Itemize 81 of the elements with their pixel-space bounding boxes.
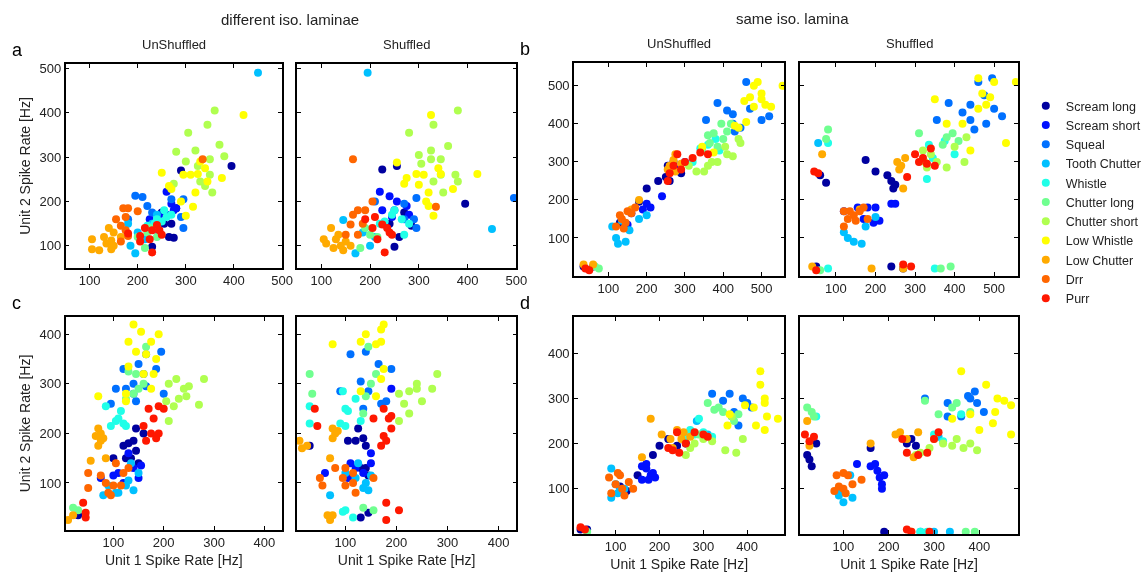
y-tick-label: 500 [547,78,570,94]
legend-label: Chutter short [1065,215,1139,229]
text: different iso. laminae [221,11,360,28]
x-tick-label: 300 [436,535,459,551]
x-tick-label: 100 [102,535,125,551]
x-tick-label: 400 [253,535,276,551]
legend-label: Low Whistle [1065,234,1134,249]
x-tick-label: 400 [712,281,735,297]
x-tick-label: 500 [271,273,293,289]
x-tick-label: 200 [877,539,900,555]
y-tick-label: 500 [39,60,62,76]
text: same iso. lamina [736,10,850,27]
x-tick-label: 500 [983,281,1005,297]
y-axis-title: Unit 2 Spike Rate [Hz] [16,97,33,235]
x-tick-label: 400 [736,539,759,555]
x-tick-label: 300 [692,539,715,555]
legend-label: Squeal [1065,138,1105,152]
x-tick-label: 400 [456,273,479,289]
y-tick-label: 400 [39,326,62,342]
legend-label: Drr [1065,272,1084,287]
x-tick-label: 300 [407,273,430,289]
x-tick-label: 200 [864,281,887,297]
y-tick-label: 200 [39,194,62,210]
y-tick-label: 200 [39,425,62,441]
y-axis-title: Unit 2 Spike Rate [Hz] [16,354,33,493]
x-axis-title: Unit 1 Spike Rate [Hz] [104,552,243,569]
x-tick-label: 400 [943,281,966,297]
x-tick-label: 300 [203,535,225,551]
text: b [520,39,531,59]
x-tick-label: 500 [505,273,528,289]
chart-title: Shuffled [383,37,431,52]
y-tick-label: 200 [547,436,570,452]
y-tick-label: 400 [39,105,62,121]
x-tick-label: 200 [152,535,175,551]
y-tick-label: 300 [39,149,62,165]
text: c [12,293,21,313]
text: a [12,40,23,60]
y-tick-label: 200 [547,192,570,208]
x-axis-title: Unit 1 Spike Rate [Hz] [337,552,476,569]
x-tick-label: 100 [604,539,627,555]
chart-title: UnShuffled [647,36,712,51]
x-tick-label: 400 [487,535,510,551]
y-tick-label: 400 [547,116,570,132]
x-axis-title: Unit 1 Spike Rate [Hz] [610,556,749,573]
text: d [520,293,531,313]
x-tick-label: 100 [832,539,855,555]
y-tick-label: 300 [39,376,62,392]
x-tick-label: 100 [334,535,357,551]
legend-label: Whistle [1065,176,1107,191]
x-tick-label: 200 [126,273,149,289]
y-tick-label: 100 [39,475,62,491]
x-tick-label: 200 [648,539,671,555]
chart-title: UnShuffled [142,37,207,52]
legend-label: Low Chutter [1065,253,1134,268]
legend-label: Chutter long [1065,195,1134,210]
y-tick-label: 100 [547,481,570,497]
x-axis-title: Unit 1 Spike Rate [Hz] [840,556,978,573]
legend-label: Purr [1065,292,1090,306]
y-tick-label: 100 [39,238,62,254]
x-tick-label: 200 [635,281,658,297]
legend-label: Scream long [1065,99,1137,114]
x-tick-label: 100 [825,281,847,297]
legend-label: Tooth Chutter [1065,157,1141,172]
legend-label: Scream short [1065,118,1141,133]
x-tick-label: 400 [968,539,991,555]
y-tick-label: 100 [547,230,570,246]
x-tick-label: 100 [597,281,620,297]
x-tick-label: 200 [385,535,408,551]
x-tick-label: 300 [674,281,696,297]
x-tick-label: 100 [78,273,101,289]
x-tick-label: 200 [359,273,381,289]
x-tick-label: 500 [750,281,773,297]
x-tick-label: 300 [174,273,197,289]
y-tick-label: 300 [547,390,570,406]
x-tick-label: 300 [904,281,926,297]
x-tick-label: 100 [310,273,333,289]
y-tick-label: 300 [547,154,570,170]
x-tick-label: 300 [923,539,945,555]
x-tick-label: 400 [223,273,245,289]
y-tick-label: 400 [547,345,570,361]
chart-title: Shuffled [886,36,934,51]
